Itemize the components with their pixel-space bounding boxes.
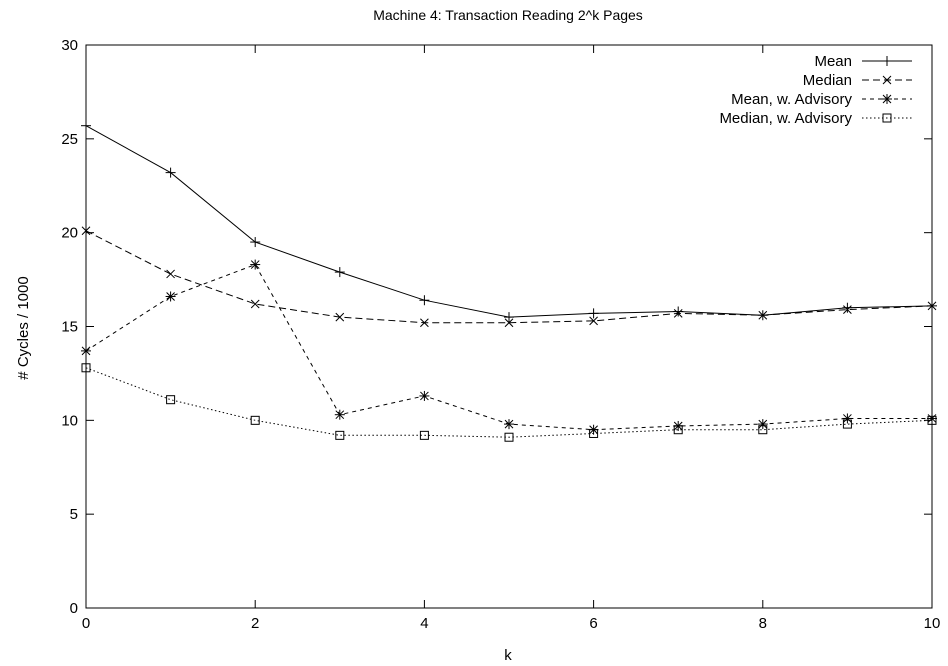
data-point-median-2 — [250, 299, 260, 309]
y-tick-label: 25 — [61, 131, 78, 148]
data-point-mean-4 — [419, 295, 430, 306]
series-line-median — [85, 230, 933, 324]
legend-label-median: Median — [803, 72, 852, 89]
series-line-mean — [85, 125, 933, 318]
y-tick-label: 5 — [70, 506, 78, 523]
x-tick-label: 0 — [82, 615, 90, 632]
legend-marker-median — [882, 75, 892, 85]
data-point-median-7 — [673, 309, 683, 318]
data-point-median-w-advisory-2 — [250, 415, 260, 425]
data-point-median-6 — [589, 316, 598, 326]
data-point-mean-6 — [588, 308, 599, 319]
legend-marker-mean — [882, 56, 892, 66]
plot-area: 0 5 10 15 20 25 30 0 2 4 6 8 10 — [61, 37, 940, 632]
series-line-median-w-advisory — [85, 367, 933, 438]
x-tick-label: 6 — [589, 615, 597, 632]
data-point-median-w-advisory-1 — [166, 395, 176, 405]
data-point-median-w-advisory-6 — [589, 428, 599, 438]
data-point-median-w-advisory-9 — [842, 419, 852, 429]
data-point-median-w-advisory-3 — [335, 430, 345, 440]
data-point-median-10 — [927, 301, 937, 311]
legend-label-mean: Mean — [814, 53, 852, 70]
legend-label-median-w-advisory: Median, w. Advisory — [719, 110, 852, 127]
data-point-median-w-advisory-8 — [758, 425, 768, 435]
data-point-mean-w-advisory-1 — [165, 291, 176, 302]
data-point-median-w-advisory-7 — [673, 425, 683, 435]
data-point-mean-1 — [165, 167, 176, 178]
x-tick-label: 10 — [924, 615, 941, 632]
y-axis-label: # Cycles / 1000 — [15, 276, 32, 379]
y-tick-label: 15 — [61, 319, 78, 336]
data-point-median-w-advisory-10 — [927, 415, 937, 425]
data-point-median-w-advisory-5 — [504, 432, 514, 442]
y-tick-label: 30 — [61, 37, 78, 54]
data-point-mean-w-advisory-5 — [504, 419, 514, 430]
data-point-mean-5 — [504, 312, 514, 323]
data-point-median-w-advisory-0 — [81, 363, 91, 373]
x-tick-label: 8 — [759, 615, 767, 632]
series-line-mean-w-advisory — [85, 263, 932, 431]
x-axis-label: k — [504, 647, 512, 664]
legend-marker-mean-w-advisory — [882, 94, 892, 104]
data-point-mean-3 — [334, 267, 345, 278]
data-point-median-5 — [504, 318, 514, 328]
y-tick-label: 0 — [70, 600, 78, 617]
x-tick-label: 2 — [251, 615, 259, 632]
data-point-median-w-advisory-4 — [419, 430, 429, 440]
data-point-median-8 — [758, 310, 768, 320]
data-point-mean-9 — [842, 302, 853, 313]
data-point-median-0 — [81, 226, 91, 236]
chart-title: Machine 4: Transaction Reading 2^k Pages — [373, 7, 643, 23]
data-point-mean-w-advisory-8 — [757, 419, 768, 430]
data-point-median-4 — [420, 318, 429, 328]
data-point-mean-7 — [673, 306, 684, 317]
x-tick-label: 4 — [420, 615, 428, 632]
data-point-mean-0 — [81, 120, 91, 131]
data-point-mean-w-advisory-10 — [927, 413, 937, 424]
data-point-mean-w-advisory-0 — [81, 345, 91, 356]
data-point-mean-2 — [250, 237, 261, 248]
data-point-median-3 — [335, 312, 345, 322]
data-point-mean-w-advisory-3 — [334, 409, 345, 420]
y-tick-label: 20 — [61, 225, 78, 242]
data-point-mean-w-advisory-4 — [419, 390, 430, 401]
legend-marker-median-w-advisory — [882, 113, 892, 123]
y-tick-label: 10 — [61, 412, 78, 429]
data-point-mean-w-advisory-2 — [250, 259, 261, 270]
data-point-median-9 — [843, 305, 852, 314]
plot-frame — [85, 44, 933, 609]
data-point-median-1 — [166, 269, 175, 279]
legend: Mean Median Mean, w. Advisory Median, w. Ad… — [719, 53, 912, 127]
data-point-mean-w-advisory-9 — [842, 413, 853, 424]
legend-label-mean-w-advisory: Mean, w. Advisory — [731, 91, 852, 108]
